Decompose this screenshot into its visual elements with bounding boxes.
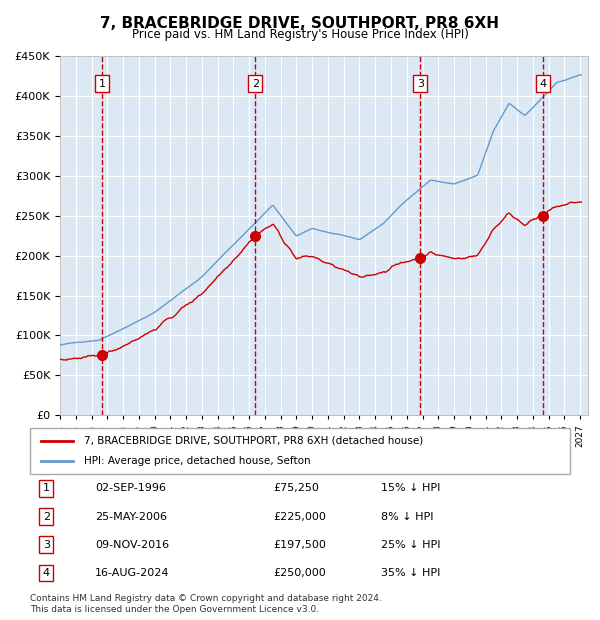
Text: 35% ↓ HPI: 35% ↓ HPI: [381, 568, 440, 578]
Text: £197,500: £197,500: [273, 540, 326, 550]
Text: £75,250: £75,250: [273, 484, 319, 494]
Text: 8% ↓ HPI: 8% ↓ HPI: [381, 512, 433, 521]
Text: £225,000: £225,000: [273, 512, 326, 521]
Text: 15% ↓ HPI: 15% ↓ HPI: [381, 484, 440, 494]
FancyBboxPatch shape: [30, 428, 570, 474]
Text: Contains HM Land Registry data © Crown copyright and database right 2024.
This d: Contains HM Land Registry data © Crown c…: [30, 595, 382, 614]
Text: 2: 2: [43, 512, 50, 521]
Text: Price paid vs. HM Land Registry's House Price Index (HPI): Price paid vs. HM Land Registry's House …: [131, 28, 469, 41]
Text: 3: 3: [417, 79, 424, 89]
Text: 09-NOV-2016: 09-NOV-2016: [95, 540, 169, 550]
Text: 1: 1: [43, 484, 50, 494]
Text: 7, BRACEBRIDGE DRIVE, SOUTHPORT, PR8 6XH: 7, BRACEBRIDGE DRIVE, SOUTHPORT, PR8 6XH: [101, 16, 499, 30]
Text: 4: 4: [43, 568, 50, 578]
Text: 02-SEP-1996: 02-SEP-1996: [95, 484, 166, 494]
Text: 7, BRACEBRIDGE DRIVE, SOUTHPORT, PR8 6XH (detached house): 7, BRACEBRIDGE DRIVE, SOUTHPORT, PR8 6XH…: [84, 436, 423, 446]
Text: 1: 1: [98, 79, 106, 89]
Text: 25-MAY-2006: 25-MAY-2006: [95, 512, 167, 521]
Text: £250,000: £250,000: [273, 568, 326, 578]
Text: HPI: Average price, detached house, Sefton: HPI: Average price, detached house, Seft…: [84, 456, 311, 466]
Text: 4: 4: [539, 79, 546, 89]
Text: 3: 3: [43, 540, 50, 550]
Text: 2: 2: [252, 79, 259, 89]
Text: 16-AUG-2024: 16-AUG-2024: [95, 568, 169, 578]
Text: 25% ↓ HPI: 25% ↓ HPI: [381, 540, 440, 550]
